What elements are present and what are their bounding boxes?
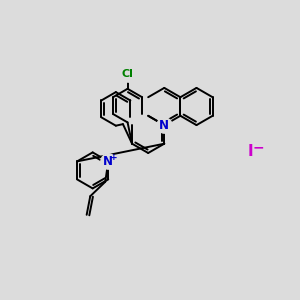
Text: I: I: [248, 144, 253, 159]
Text: N: N: [103, 155, 113, 168]
Text: +: +: [110, 153, 118, 162]
Text: N: N: [159, 118, 169, 132]
Text: Cl: Cl: [122, 69, 134, 80]
Text: −: −: [252, 140, 264, 154]
